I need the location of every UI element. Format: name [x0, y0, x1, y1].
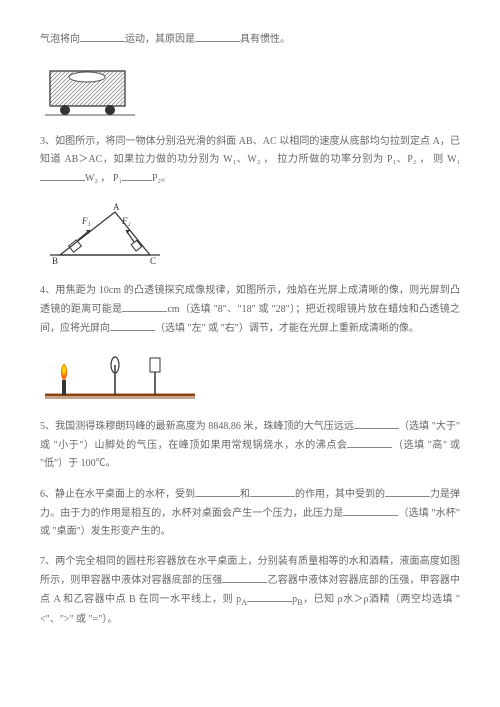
q3-text: 3、如图所示，将同一物体分别沿光滑的斜面 AB、AC 以相同的速度从底部均匀拉到…	[40, 133, 460, 188]
q7-blank1	[222, 571, 267, 583]
q2-c: 具有惯性。	[240, 34, 290, 45]
q2-b: 运动，其原因是	[125, 34, 195, 45]
q2-text: 气泡将向 运动，其原因是 具有惯性。	[40, 30, 460, 49]
q4-blank2	[110, 319, 155, 331]
q6-blank1	[195, 485, 240, 497]
q6-blank3	[385, 485, 430, 497]
q6-c: 的作用，其中受到的	[295, 489, 385, 500]
q5-blank1	[354, 417, 399, 429]
q6-a: 6、静止在水平桌面上的水杯，受到	[40, 489, 195, 500]
q7-text: 7、两个完全相同的圆柱形容器放在水平桌面上，分别装有质量相等的水和酒精，液面高度…	[40, 553, 460, 629]
figure-cart	[40, 61, 460, 121]
q6-text: 6、静止在水平桌面上的水杯，受到和的作用，其中受到的力是弹力。由于力的作用是相互…	[40, 485, 460, 541]
q6-blank4	[343, 504, 398, 516]
figure-optics	[40, 350, 460, 405]
q3-blank2	[122, 169, 152, 181]
q4-text: 4、用焦距为 10cm 的凸透镜探究成像规律，如图所示，烛焰在光屏上成清晰的像，…	[40, 282, 460, 338]
q4-blank1	[122, 300, 167, 312]
q7-blank2	[247, 590, 292, 602]
label-f2: F₂	[121, 216, 131, 226]
q5-blank2	[347, 436, 392, 448]
q2-blank1	[80, 30, 125, 42]
label-c: C	[150, 256, 156, 266]
label-f1: F₁	[81, 216, 91, 226]
q3-a: 3、如图所示，将同一物体分别沿光滑的斜面 AB、AC 以相同的速度从底部均匀拉到…	[40, 136, 460, 165]
q2-a: 气泡将向	[40, 34, 80, 45]
q3-blank1	[40, 169, 85, 181]
q4-c: （选填 "左" 或 "右"）调节，才能在光屏上重新成清晰的像。	[155, 323, 419, 334]
q6-b: 和	[240, 489, 250, 500]
figure-triangle: A B C F₁ F₂	[40, 200, 460, 270]
q5-a: 5、我国测得珠穆朗玛峰的最新高度为 8848.86 米，珠峰顶的大气压远远	[40, 421, 354, 432]
label-a: A	[113, 202, 120, 212]
q3-c: P₂。	[152, 173, 171, 184]
q3-b: W₂ ， P₁	[85, 173, 122, 184]
q5-text: 5、我国测得珠穆朗玛峰的最新高度为 8848.86 米，珠峰顶的大气压远远（选填…	[40, 417, 460, 473]
label-b: B	[52, 256, 58, 266]
q6-blank2	[250, 485, 295, 497]
q2-blank2	[195, 30, 240, 42]
